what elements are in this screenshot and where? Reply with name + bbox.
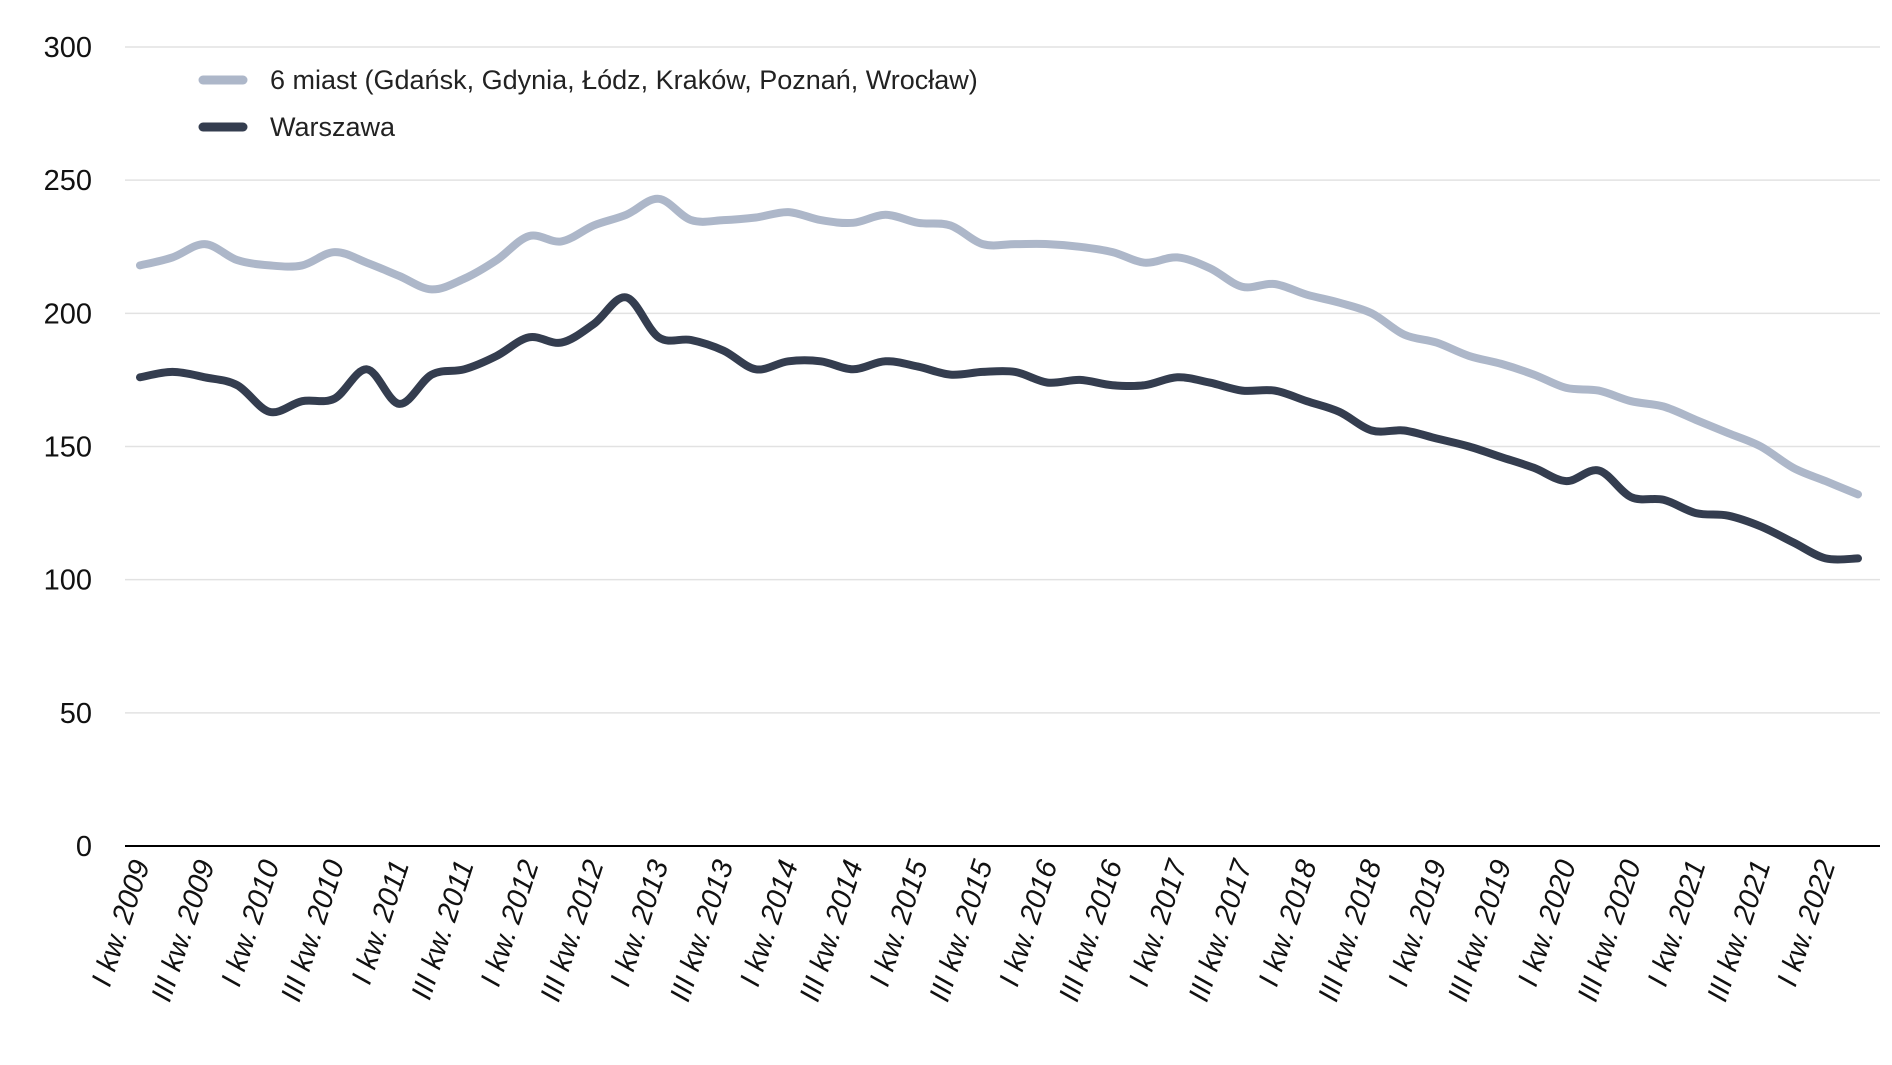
y-tick-label: 100 [44, 565, 92, 597]
x-tick-label: III kw. 2017 [1183, 854, 1259, 1005]
x-tick-label: I kw. 2017 [1123, 855, 1194, 991]
x-tick-label: III kw. 2015 [924, 855, 1000, 1005]
x-tick-label: I kw. 2012 [475, 856, 546, 990]
y-axis-ticks: 0 50 100 150 200 250 300 [44, 32, 92, 863]
x-tick-label: I kw. 2019 [1382, 856, 1453, 990]
x-tick-label: I kw. 2014 [734, 856, 805, 990]
y-tick-label: 250 [44, 165, 92, 197]
y-tick-label: 0 [76, 831, 92, 863]
x-tick-label: III kw. 2010 [275, 856, 351, 1005]
x-tick-label: I kw. 2018 [1253, 856, 1324, 990]
legend-label: 6 miast (Gdańsk, Gdynia, Łódz, Kraków, P… [270, 65, 978, 95]
x-tick-label: I kw. 2020 [1512, 856, 1583, 990]
series-line-warszawa [136, 293, 1862, 564]
x-tick-label: I kw. 2015 [864, 855, 935, 990]
x-tick-label: III kw. 2016 [1053, 855, 1129, 1005]
x-tick-label: III kw. 2009 [146, 856, 222, 1005]
x-tick-label: I kw. 2022 [1771, 856, 1842, 990]
legend-label: Warszawa [270, 112, 396, 142]
x-tick-label: III kw. 2019 [1442, 856, 1518, 1005]
x-tick-label: I kw. 2021 [1642, 856, 1713, 990]
x-tick-label: III kw. 2018 [1313, 856, 1389, 1005]
x-tick-label: III kw. 2012 [535, 856, 611, 1005]
legend: 6 miast (Gdańsk, Gdynia, Łódz, Kraków, P… [198, 65, 978, 142]
x-tick-label: I kw. 2013 [605, 856, 676, 990]
y-tick-label: 300 [44, 32, 92, 64]
y-tick-label: 200 [44, 298, 92, 330]
gridlines [125, 46, 1880, 714]
y-tick-label: 50 [60, 698, 92, 730]
x-tick-label: I kw. 2009 [86, 856, 157, 990]
series-lines [136, 194, 1862, 564]
series-line-6-miast [136, 194, 1862, 499]
x-tick-label: I kw. 2011 [346, 856, 416, 988]
y-tick-label: 150 [44, 432, 92, 464]
x-tick-label: III kw. 2014 [794, 856, 870, 1005]
x-tick-label: III kw. 2013 [664, 856, 740, 1005]
x-tick-label: III kw. 2011 [406, 856, 481, 1003]
x-tick-label: III kw. 2020 [1572, 856, 1648, 1005]
x-tick-label: I kw. 2016 [993, 855, 1064, 990]
x-tick-label: I kw. 2010 [216, 856, 287, 990]
x-tick-label: III kw. 2021 [1702, 856, 1778, 1005]
